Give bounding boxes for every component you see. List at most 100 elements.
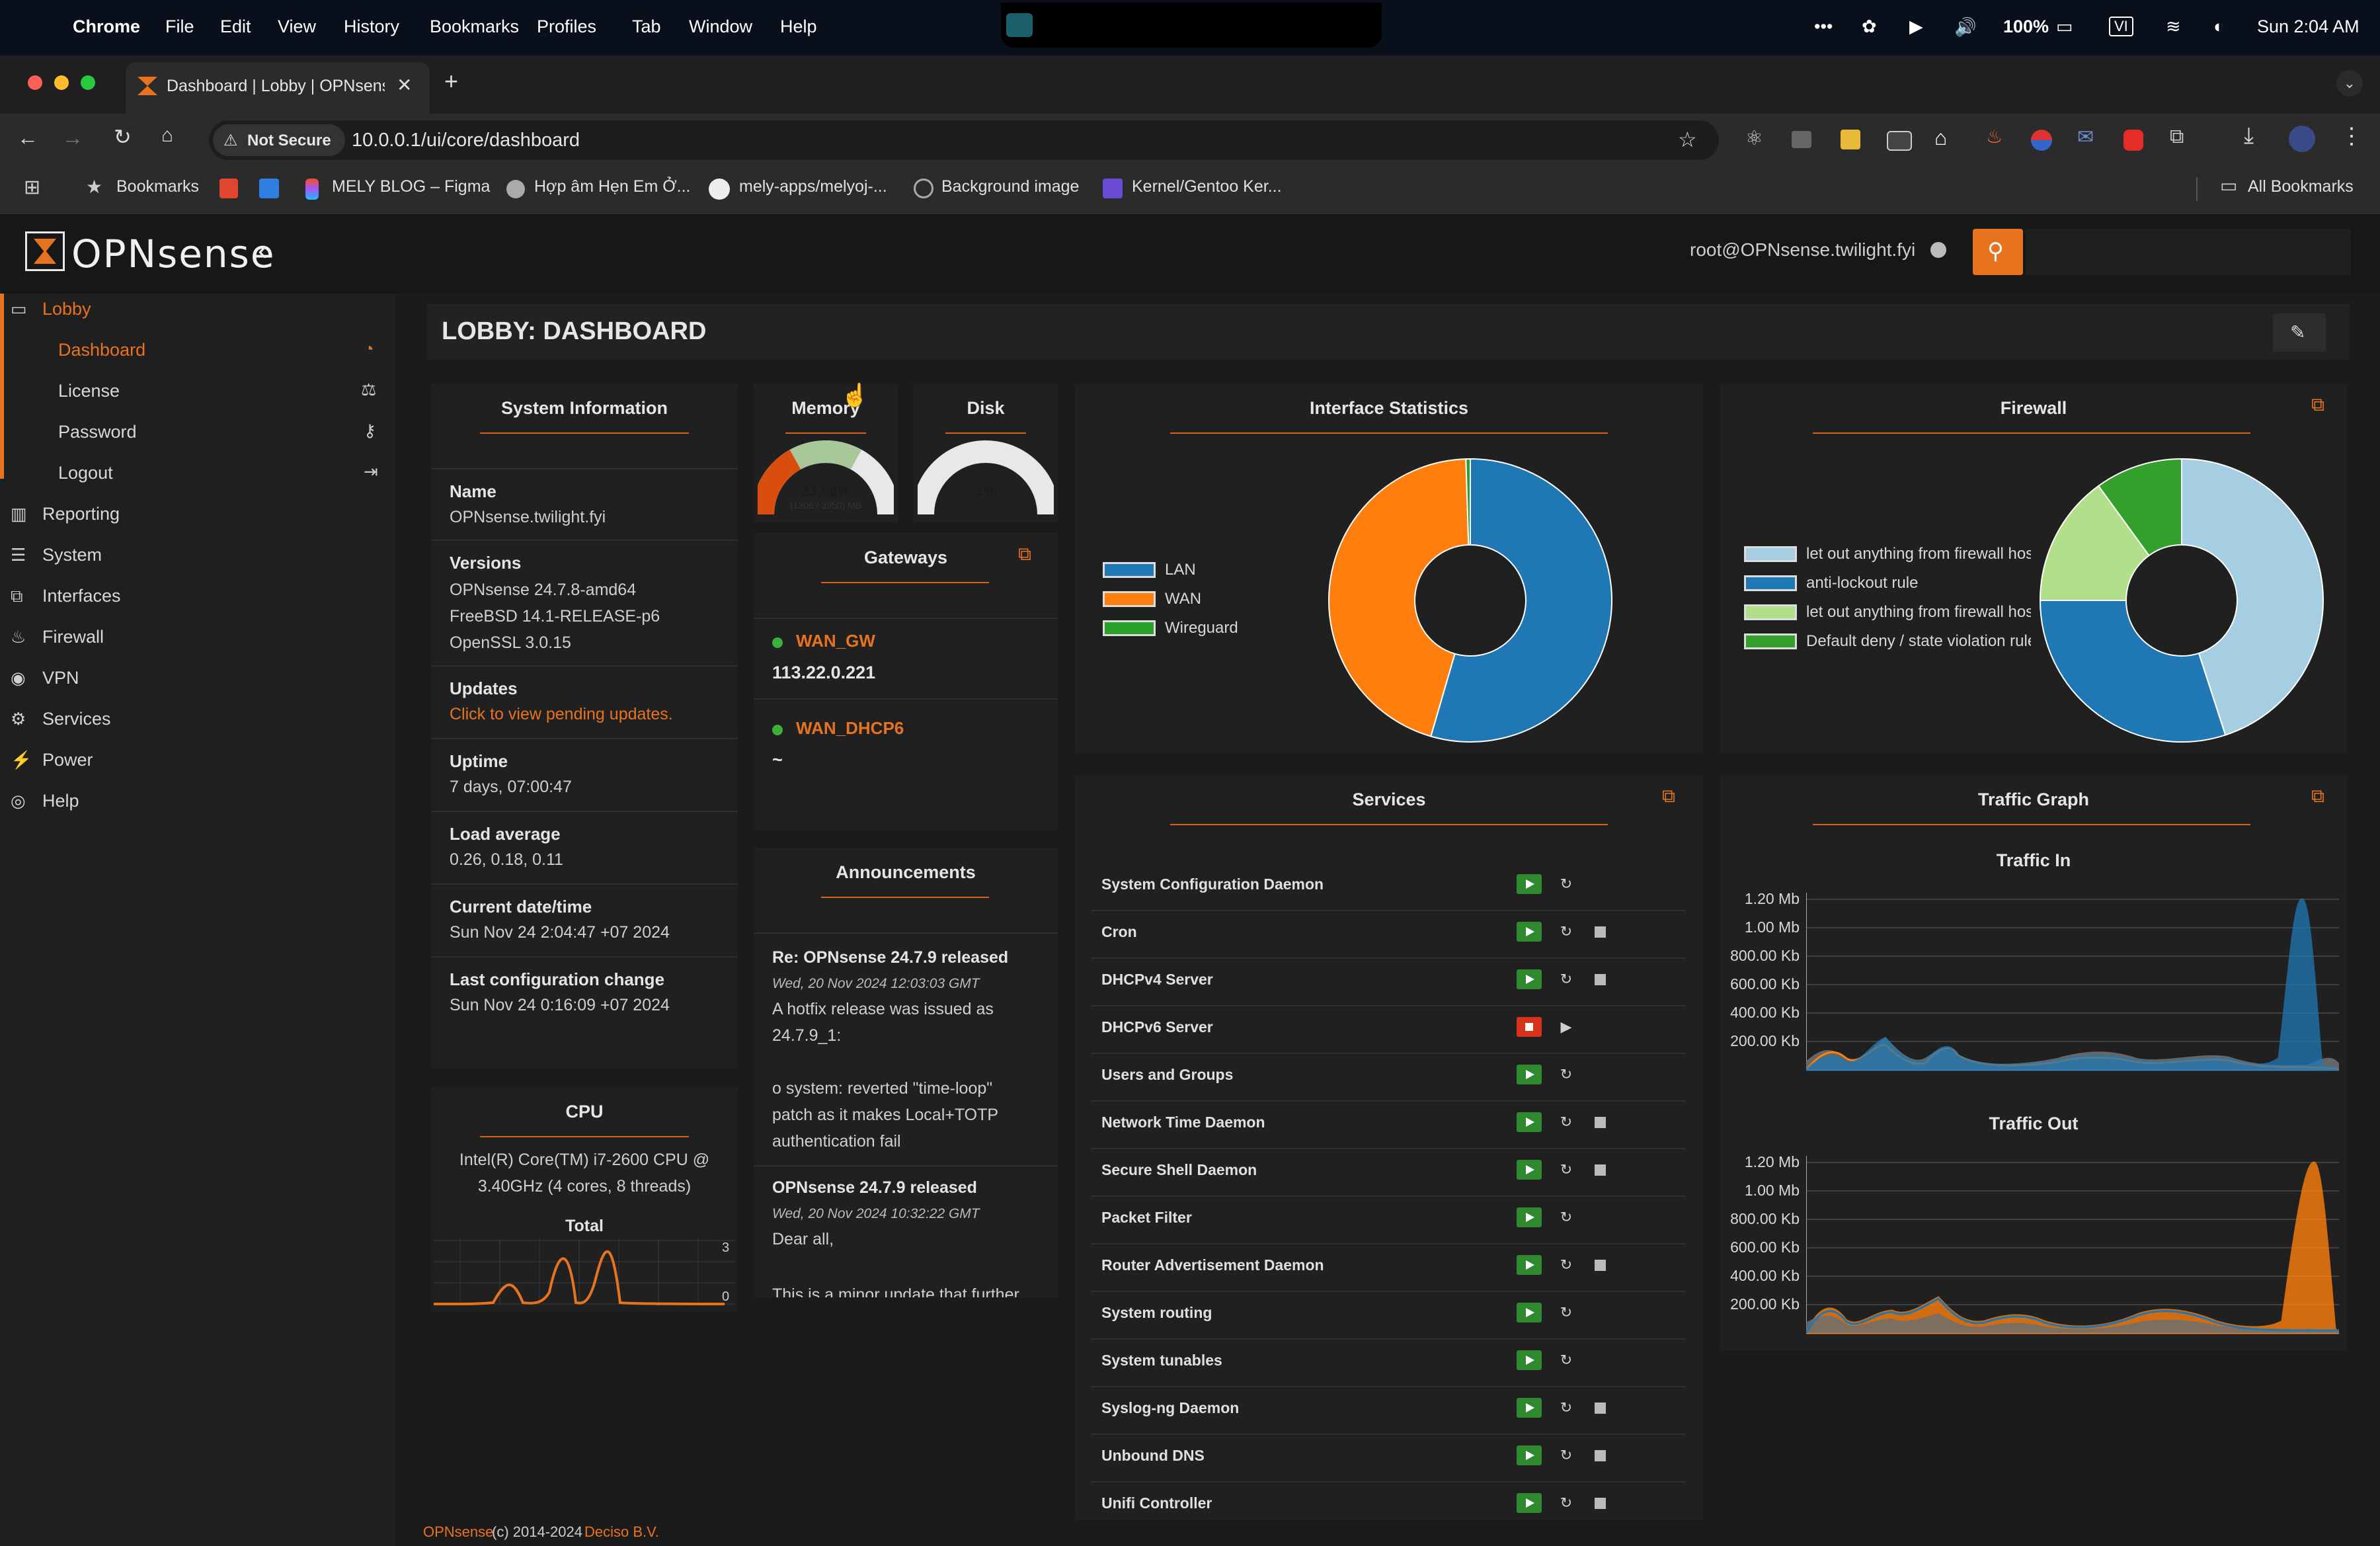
menu-bookmarks[interactable]: Bookmarks	[430, 17, 520, 36]
sidebar-item-lobby[interactable]: Lobby	[42, 299, 91, 319]
service-running-button[interactable]	[1517, 1493, 1542, 1513]
home-icon[interactable]: ⌂	[161, 124, 174, 146]
security-chip[interactable]: ⚠ Not Secure	[213, 124, 345, 156]
firewall-external-link-icon[interactable]: ⧉	[2311, 394, 2324, 415]
extension-folder-icon[interactable]	[1792, 131, 1811, 148]
bookmark-background-image[interactable]: Background image	[941, 177, 1080, 196]
menu-history[interactable]: History	[344, 17, 400, 36]
restart-service-icon[interactable]: ↻	[1560, 1399, 1573, 1416]
restart-service-icon[interactable]: ↻	[1560, 1066, 1573, 1082]
sidebar-item-logout[interactable]: Logout	[58, 463, 113, 483]
battery-icon[interactable]: ▭	[2056, 17, 2073, 36]
service-running-button[interactable]	[1517, 1255, 1542, 1275]
restart-service-icon[interactable]: ↻	[1560, 1352, 1573, 1368]
sidebar-item-vpn[interactable]: VPN	[42, 668, 79, 688]
sidebar-item-system[interactable]: System	[42, 545, 102, 565]
all-bookmarks[interactable]: All Bookmarks	[2248, 177, 2354, 196]
close-window-button[interactable]	[28, 75, 42, 90]
bookmark-mely-blog[interactable]: MELY BLOG – Figma	[332, 177, 491, 196]
traffic-external-link-icon[interactable]: ⧉	[2311, 786, 2324, 806]
sidebar-item-dashboard[interactable]: Dashboard	[58, 340, 146, 360]
restart-service-icon[interactable]: ↻	[1560, 1114, 1573, 1130]
pie-slice-let-out-anything-from-firewall-host-itself-force-gw-[interactable]	[2039, 485, 2151, 601]
input-source[interactable]: VI	[2109, 17, 2133, 36]
pie-slice-anti-lockout-rule[interactable]	[2039, 600, 2227, 743]
sidebar-item-password[interactable]: Password	[58, 422, 137, 442]
extension-globe-icon[interactable]	[2031, 130, 2052, 151]
service-running-button[interactable]	[1517, 1398, 1542, 1418]
user-label[interactable]: root@OPNsense.twilight.fyi	[1690, 239, 1916, 260]
stop-service-icon[interactable]	[1595, 1164, 1606, 1176]
tab-search-button[interactable]: ⌄	[2336, 70, 2363, 97]
collapse-sidebar-icon[interactable]: ‹	[258, 234, 268, 266]
service-stopped-button[interactable]	[1517, 1017, 1542, 1037]
bookmark-hop-am[interactable]: Hợp âm Hẹn Em Ở...	[534, 177, 691, 196]
wifi-icon[interactable]: ≋	[2166, 17, 2181, 36]
legend-wireguard[interactable]: Wireguard	[1165, 619, 1238, 637]
pending-updates-link[interactable]: Click to view pending updates.	[450, 705, 673, 723]
search-input[interactable]	[2026, 229, 2351, 275]
sidebar-item-firewall[interactable]: Firewall	[42, 627, 104, 647]
close-tab-icon[interactable]: ✕	[397, 75, 413, 95]
profile-avatar[interactable]	[2289, 126, 2315, 152]
restart-service-icon[interactable]: ↻	[1560, 971, 1573, 987]
extensions-puzzle-icon[interactable]: ⧉	[2170, 126, 2184, 147]
interface-statistics-pie[interactable]	[1326, 456, 1614, 745]
restart-service-icon[interactable]: ↻	[1560, 923, 1573, 940]
stop-service-icon[interactable]	[1595, 1117, 1606, 1128]
pie-slice-wan[interactable]	[1328, 458, 1470, 737]
sidebar-item-reporting[interactable]: Reporting	[42, 504, 120, 524]
extension-note-icon[interactable]	[1841, 130, 1860, 149]
volume-icon[interactable]: 🔊	[1954, 17, 1977, 37]
bookmark-star-icon[interactable]: ☆	[1678, 128, 1697, 151]
menu-profiles[interactable]: Profiles	[537, 17, 597, 36]
status-dot[interactable]	[1930, 242, 1946, 258]
restart-service-icon[interactable]: ↻	[1560, 1494, 1573, 1511]
sidebar-item-power[interactable]: Power	[42, 750, 93, 770]
legend-wan[interactable]: WAN	[1165, 590, 1202, 608]
service-running-button[interactable]	[1517, 874, 1542, 894]
service-running-button[interactable]	[1517, 969, 1542, 989]
stop-service-icon[interactable]	[1595, 1450, 1606, 1461]
reload-icon[interactable]: ↻	[114, 125, 132, 149]
stop-service-icon[interactable]	[1595, 1403, 1606, 1414]
service-running-button[interactable]	[1517, 1303, 1542, 1322]
new-tab-button[interactable]: +	[444, 67, 459, 95]
sidebar-item-help[interactable]: Help	[42, 791, 79, 811]
sidebar-item-services[interactable]: Services	[42, 709, 111, 729]
search-button[interactable]: ⚲	[1973, 229, 2023, 275]
gateway-name[interactable]: WAN_DHCP6	[796, 718, 904, 738]
bookmark-kernel-gentoo[interactable]: Kernel/Gentoo Ker...	[1132, 177, 1282, 196]
edit-dashboard-button[interactable]: ✎	[2273, 313, 2326, 352]
restart-service-icon[interactable]: ↻	[1560, 1209, 1573, 1225]
sidebar-item-license[interactable]: License	[58, 381, 120, 401]
announcement-title[interactable]: Re: OPNsense 24.7.9 released	[772, 948, 1009, 967]
extension-fire-icon[interactable]: ♨	[1986, 126, 2003, 147]
legend-let-out-firewall[interactable]: let out anything from firewall host itse…	[1806, 545, 2031, 563]
stop-service-icon[interactable]	[1595, 1260, 1606, 1271]
pie-slice-lan[interactable]	[1430, 458, 1612, 743]
stop-service-icon[interactable]	[1595, 1498, 1606, 1509]
legend-anti-lockout[interactable]: anti-lockout rule	[1806, 574, 1919, 592]
url-text[interactable]: 10.0.0.1/ui/core/dashboard	[352, 130, 580, 151]
gateway-name[interactable]: WAN_GW	[796, 631, 875, 651]
sidebar-item-interfaces[interactable]: Interfaces	[42, 586, 121, 606]
announcement-title[interactable]: OPNsense 24.7.9 released	[772, 1178, 977, 1197]
tab-dashboard[interactable]: Dashboard | Lobby | OPNsense ✕	[126, 62, 430, 114]
app-thumbnail-icon[interactable]	[1006, 13, 1033, 37]
bookmark-red-icon[interactable]	[219, 179, 238, 198]
footer-brand-link[interactable]: OPNsense	[423, 1524, 494, 1540]
pie-slice-let-out-anything-from-firewall-host-itself[interactable]	[2181, 458, 2324, 736]
footer-vendor-link[interactable]: Deciso B.V.	[584, 1524, 659, 1540]
restart-service-icon[interactable]: ↻	[1560, 1256, 1573, 1273]
more-icon[interactable]: •••	[1814, 17, 1833, 36]
service-running-button[interactable]	[1517, 1160, 1542, 1180]
legend-let-out-force-gw[interactable]: let out anything from firewall host itse…	[1806, 603, 2031, 621]
chrome-menu-icon[interactable]: ⋮	[2340, 124, 2363, 149]
service-running-button[interactable]	[1517, 1112, 1542, 1132]
restart-service-icon[interactable]: ↻	[1560, 1304, 1573, 1321]
menu-clock[interactable]: Sun 2:04 AM	[2257, 17, 2360, 36]
menu-window[interactable]: Window	[689, 17, 753, 36]
extension-home-icon[interactable]: ⌂	[1934, 126, 1948, 149]
services-external-link-icon[interactable]: ⧉	[1662, 786, 1675, 806]
